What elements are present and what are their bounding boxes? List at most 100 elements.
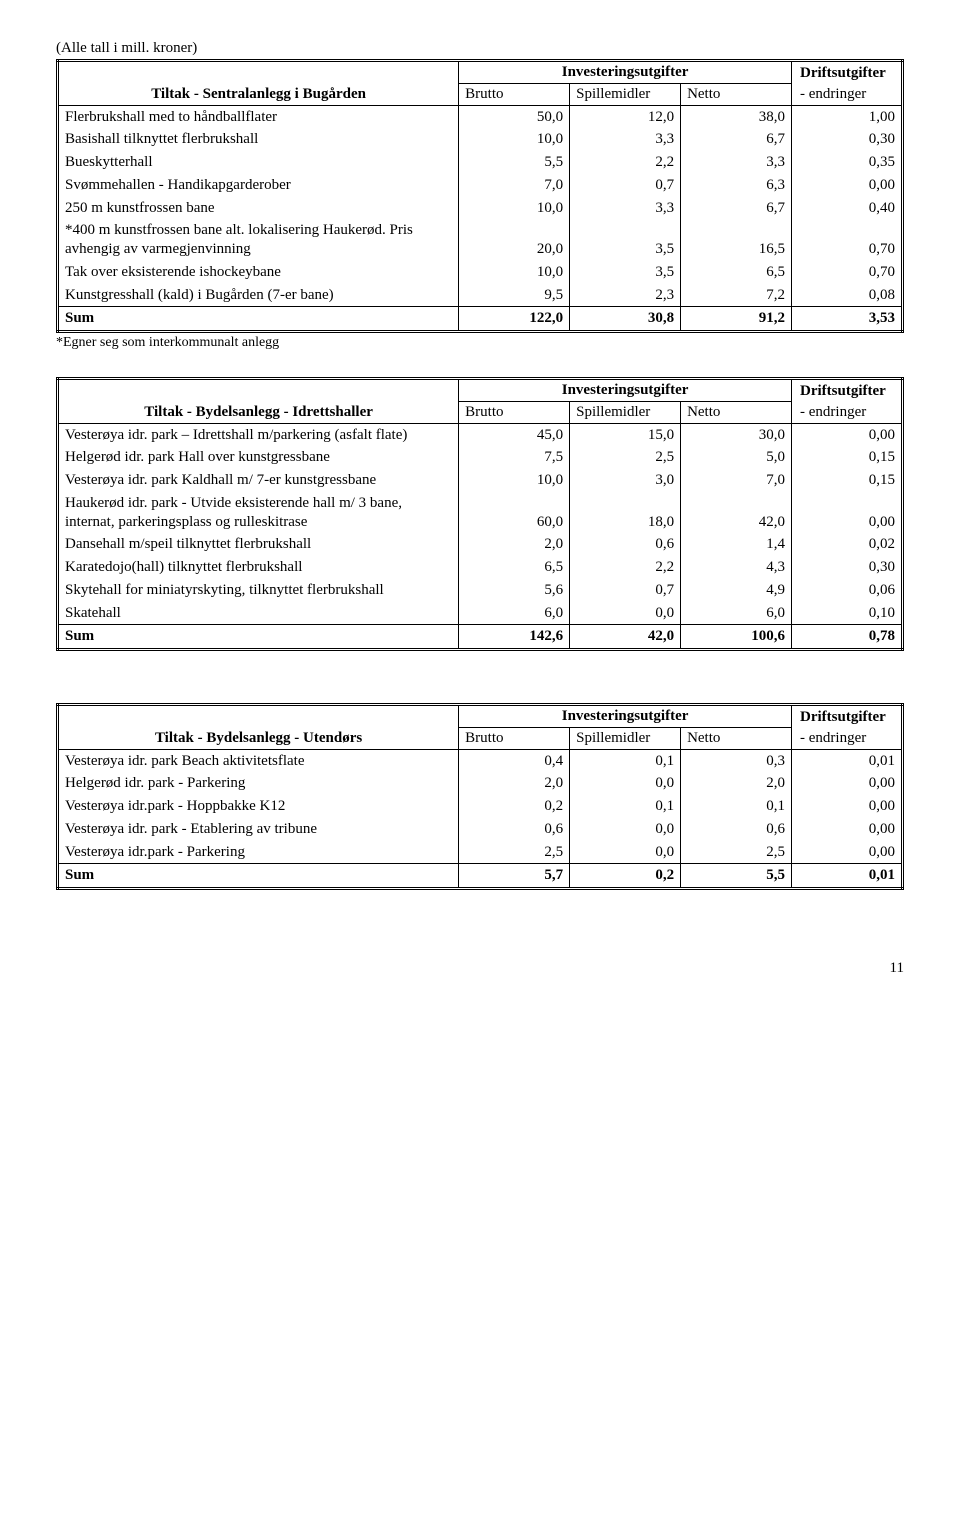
cell-n: 1,4 — [681, 533, 792, 556]
cell-d: 0,30 — [792, 128, 903, 151]
cell-s: 0,1 — [570, 795, 681, 818]
table-row: Vesterøya idr. park – Idrettshall m/park… — [58, 423, 903, 446]
cell-d: 0,00 — [792, 841, 903, 864]
cell-s: 0,0 — [570, 818, 681, 841]
sum-d: 3,53 — [792, 307, 903, 332]
table-row: Tak over eksisterende ishockeybane10,03,… — [58, 261, 903, 284]
cell-d: 0,40 — [792, 197, 903, 220]
row-label: Tak over eksisterende ishockeybane — [58, 261, 459, 284]
cell-d: 0,15 — [792, 469, 903, 492]
row-label: Vesterøya idr. park Beach aktivitetsflat… — [58, 749, 459, 772]
row-label: Vesterøya idr. park Kaldhall m/ 7-er kun… — [58, 469, 459, 492]
row-label: Vesterøya idr.park - Hoppbakke K12 — [58, 795, 459, 818]
hdr-tiltak: Tiltak - Bydelsanlegg - Idrettshaller — [58, 401, 459, 423]
cell-n: 0,6 — [681, 818, 792, 841]
cell-d: 0,10 — [792, 602, 903, 625]
hdr-spillemidler: Spillemidler — [570, 401, 681, 423]
table-row: Flerbrukshall med to håndballflater50,01… — [58, 105, 903, 128]
hdr-spillemidler: Spillemidler — [570, 83, 681, 105]
hdr-netto: Netto — [681, 727, 792, 749]
sum-s: 42,0 — [570, 625, 681, 650]
sum-label: Sum — [58, 864, 459, 889]
footnote-1: *Egner seg som interkommunalt anlegg — [56, 335, 904, 351]
cell-s: 3,3 — [570, 197, 681, 220]
table-row: Vesterøya idr. park Kaldhall m/ 7-er kun… — [58, 469, 903, 492]
cell-s: 2,3 — [570, 284, 681, 307]
table-row: Basishall tilknyttet flerbrukshall10,03,… — [58, 128, 903, 151]
cell-b: 20,0 — [459, 219, 570, 261]
cell-n: 6,7 — [681, 197, 792, 220]
row-label: Svømmehallen - Handikapgarderober — [58, 174, 459, 197]
cell-b: 10,0 — [459, 128, 570, 151]
cell-n: 0,1 — [681, 795, 792, 818]
table-row: Svømmehallen - Handikapgarderober7,00,76… — [58, 174, 903, 197]
row-label: Helgerød idr. park - Parkering — [58, 772, 459, 795]
cell-s: 12,0 — [570, 105, 681, 128]
table-row: Bueskytterhall5,52,23,30,35 — [58, 151, 903, 174]
cell-d: 0,15 — [792, 446, 903, 469]
row-label: Flerbrukshall med to håndballflater — [58, 105, 459, 128]
cell-s: 0,6 — [570, 533, 681, 556]
table-sentralanlegg: Investeringsutgifter Driftsutgifter Tilt… — [56, 59, 904, 333]
hdr-invest: Investeringsutgifter — [459, 61, 792, 84]
cell-b: 5,6 — [459, 579, 570, 602]
tbody-2: Vesterøya idr. park – Idrettshall m/park… — [58, 423, 903, 625]
row-label: Basishall tilknyttet flerbrukshall — [58, 128, 459, 151]
cell-d: 0,00 — [792, 772, 903, 795]
sum-label: Sum — [58, 625, 459, 650]
cell-n: 6,7 — [681, 128, 792, 151]
hdr-blank — [58, 705, 459, 728]
cell-d: 0,70 — [792, 219, 903, 261]
row-label: Karatedojo(hall) tilknyttet flerbrukshal… — [58, 556, 459, 579]
cell-s: 3,3 — [570, 128, 681, 151]
hdr-endringer: - endringer — [792, 401, 903, 423]
table-row: Vesterøya idr.park - Hoppbakke K120,20,1… — [58, 795, 903, 818]
cell-b: 10,0 — [459, 469, 570, 492]
hdr-netto: Netto — [681, 401, 792, 423]
table-row: Helgerød idr. park Hall over kunstgressb… — [58, 446, 903, 469]
cell-b: 9,5 — [459, 284, 570, 307]
row-label: Kunstgresshall (kald) i Bugården (7-er b… — [58, 284, 459, 307]
cell-d: 0,70 — [792, 261, 903, 284]
hdr-spillemidler: Spillemidler — [570, 727, 681, 749]
table-row: Vesterøya idr. park Beach aktivitetsflat… — [58, 749, 903, 772]
hdr-tiltak: Tiltak - Bydelsanlegg - Utendørs — [58, 727, 459, 749]
cell-n: 7,2 — [681, 284, 792, 307]
hdr-endringer: - endringer — [792, 83, 903, 105]
row-label: Bueskytterhall — [58, 151, 459, 174]
cell-b: 2,0 — [459, 772, 570, 795]
cell-n: 0,3 — [681, 749, 792, 772]
cell-b: 10,0 — [459, 197, 570, 220]
row-label: Dansehall m/speil tilknyttet flerbruksha… — [58, 533, 459, 556]
table-row: Vesterøya idr.park - Parkering2,50,02,50… — [58, 841, 903, 864]
cell-n: 2,5 — [681, 841, 792, 864]
hdr-invest: Investeringsutgifter — [459, 705, 792, 728]
sum-d: 0,01 — [792, 864, 903, 889]
cell-b: 2,0 — [459, 533, 570, 556]
row-label: Vesterøya idr. park – Idrettshall m/park… — [58, 423, 459, 446]
hdr-endringer: - endringer — [792, 727, 903, 749]
cell-b: 45,0 — [459, 423, 570, 446]
cell-d: 0,06 — [792, 579, 903, 602]
cell-d: 0,00 — [792, 423, 903, 446]
cell-s: 3,5 — [570, 219, 681, 261]
row-label: *400 m kunstfrossen bane alt. lokaliseri… — [58, 219, 459, 261]
cell-s: 0,1 — [570, 749, 681, 772]
cell-s: 0,0 — [570, 772, 681, 795]
hdr-drifts: Driftsutgifter — [792, 705, 903, 728]
table-row: Vesterøya idr. park - Etablering av trib… — [58, 818, 903, 841]
sum-n: 100,6 — [681, 625, 792, 650]
cell-b: 6,5 — [459, 556, 570, 579]
hdr-brutto: Brutto — [459, 727, 570, 749]
cell-s: 3,5 — [570, 261, 681, 284]
cell-d: 0,30 — [792, 556, 903, 579]
table-row: Kunstgresshall (kald) i Bugården (7-er b… — [58, 284, 903, 307]
cell-b: 6,0 — [459, 602, 570, 625]
cell-b: 0,6 — [459, 818, 570, 841]
cell-n: 30,0 — [681, 423, 792, 446]
row-label: Skatehall — [58, 602, 459, 625]
cell-n: 42,0 — [681, 492, 792, 534]
table-row: Skatehall6,00,06,00,10 — [58, 602, 903, 625]
cell-s: 0,0 — [570, 602, 681, 625]
sum-label: Sum — [58, 307, 459, 332]
